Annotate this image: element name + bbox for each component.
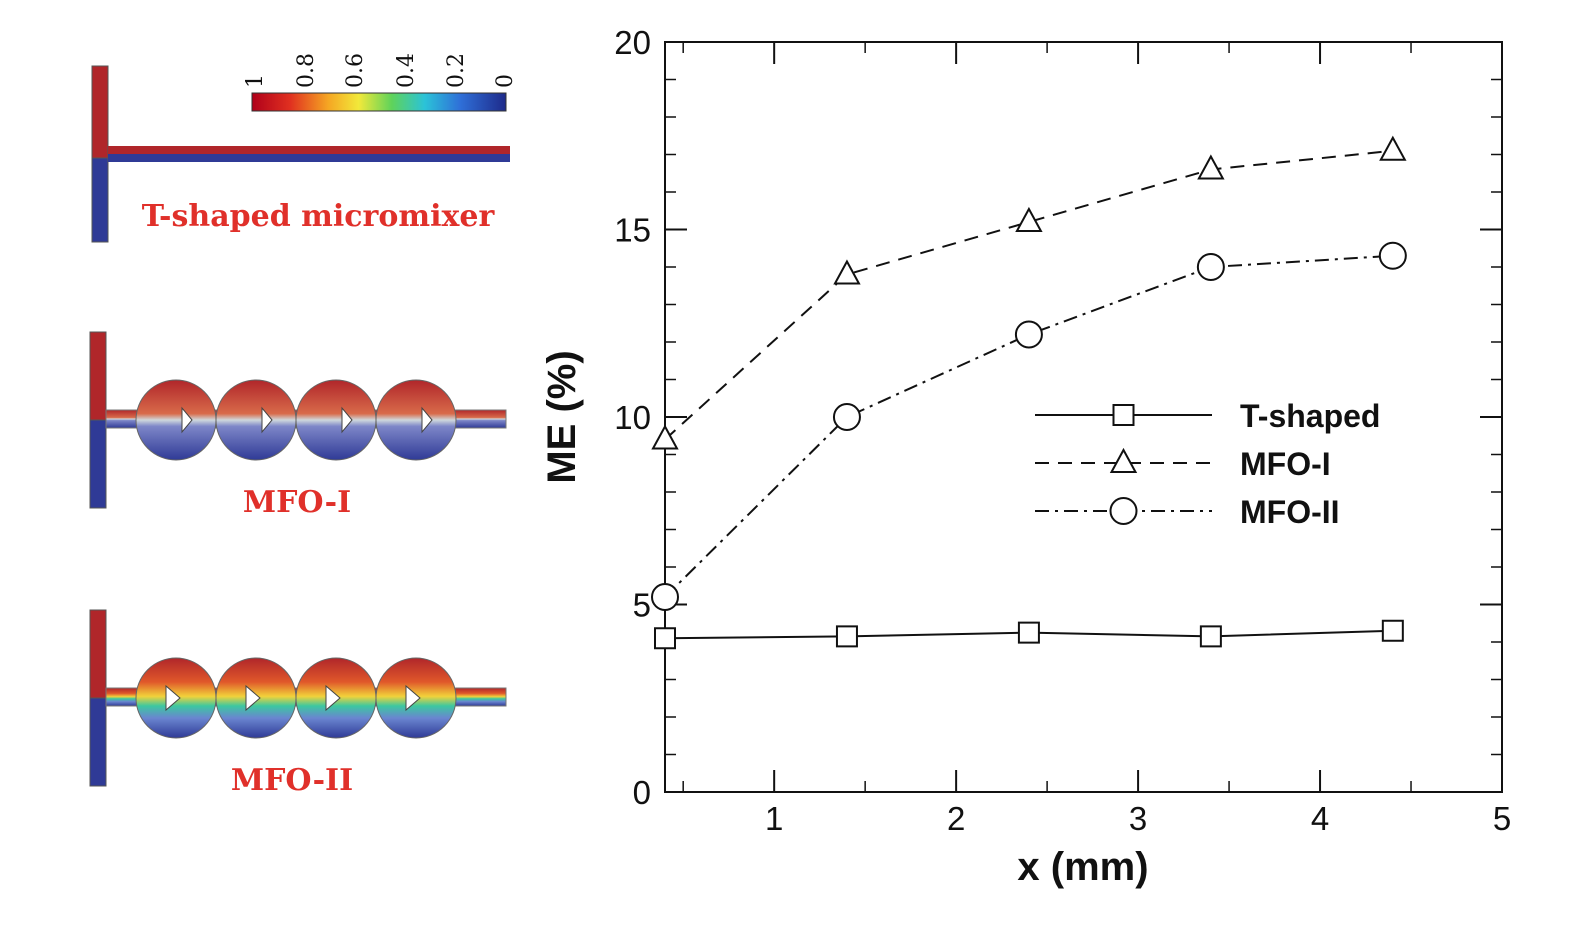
t-channel-top — [108, 146, 510, 154]
data-point-mfo-ii — [651, 583, 679, 611]
mfo2-obstacle — [325, 684, 341, 712]
y-axis-label: ME (%) — [540, 350, 584, 483]
x-tick-label: 2 — [947, 800, 965, 837]
colorbar-tick-0.8: 0.8 — [294, 53, 319, 88]
mfo1-chamber — [375, 379, 457, 461]
series-line-mfo-i — [664, 149, 1393, 441]
mfo2-label: MFO-II — [231, 763, 353, 798]
colorbar-ticks: 1 0.8 0.6 0.4 0.2 0 — [243, 53, 518, 88]
mfo1-chambers — [135, 379, 457, 461]
t-inlet-top — [91, 65, 109, 159]
mfo1-chamber — [295, 379, 377, 461]
mfo2-chambers — [135, 657, 457, 739]
y-tick-label: 5 — [633, 587, 651, 624]
panel-t-shaped: 1 0.8 0.6 0.4 0.2 0 T-shaped micromixer — [91, 53, 518, 243]
colorbar-tick-1: 1 — [243, 74, 268, 88]
y-tick-label: 10 — [614, 399, 651, 436]
t-channel-bottom — [108, 154, 510, 162]
colorbar — [251, 92, 507, 112]
data-point-mfo-ii — [1378, 241, 1407, 270]
mfo2-obstacle — [165, 684, 181, 712]
mfo1-obstacle — [421, 406, 433, 434]
mfo1-inlet-bottom — [89, 419, 107, 509]
y-tick-label: 0 — [633, 774, 651, 811]
mfo2-inlet-bottom — [89, 697, 107, 787]
data-point-mfo-i — [1015, 206, 1043, 232]
series-markers — [651, 135, 1407, 650]
panel-mfo-1: MFO-I — [89, 331, 507, 520]
data-point-mfo-ii — [832, 403, 861, 431]
colorbar-tick-0.6: 0.6 — [343, 53, 368, 88]
data-point-mfo-ii — [1196, 253, 1225, 281]
x-axis-ticks: 1 2 3 4 5 — [682, 42, 1511, 837]
mfo1-inlet-top — [89, 331, 107, 421]
t-inlet-bottom — [91, 157, 109, 243]
data-point-t-shaped — [835, 625, 858, 648]
legend: T-shaped MFO-I MFO-II — [1035, 398, 1380, 530]
legend-label-mfo-ii: MFO-II — [1240, 494, 1340, 530]
x-axis-label: x (mm) — [1017, 845, 1148, 889]
t-shaped-label: T-shaped micromixer — [142, 199, 496, 234]
legend-marker-mfo-i — [1109, 447, 1138, 473]
colorbar-tick-0.4: 0.4 — [394, 53, 419, 88]
data-point-t-shaped — [654, 627, 676, 650]
mfo2-inlet-top — [89, 609, 107, 699]
x-tick-label: 5 — [1493, 800, 1511, 837]
legend-label-mfo-i: MFO-I — [1240, 446, 1331, 482]
legend-marker-t-shaped — [1112, 404, 1135, 426]
chart: 1 2 3 4 5 0 5 10 15 20 x (mm) ME (%) T-shaped MFO… — [540, 24, 1511, 889]
data-point-mfo-i — [833, 259, 861, 285]
mfo1-obstacle — [341, 406, 353, 434]
data-point-t-shaped — [1381, 619, 1404, 642]
panel-mfo-2: MFO-II — [89, 609, 507, 798]
x-tick-label: 4 — [1311, 800, 1329, 837]
mfo2-obstacle — [405, 684, 421, 712]
x-tick-label: 1 — [765, 800, 783, 837]
data-point-t-shaped — [1017, 621, 1040, 644]
data-point-mfo-ii — [1014, 320, 1043, 349]
mfo1-label: MFO-I — [243, 485, 351, 520]
y-axis-ticks: 0 5 10 15 20 — [614, 24, 1502, 811]
legend-label-t-shaped: T-shaped — [1240, 398, 1380, 434]
mfo1-obstacle — [181, 406, 193, 434]
data-point-t-shaped — [1199, 625, 1222, 648]
data-point-mfo-i — [651, 424, 679, 450]
mfo1-chamber — [215, 379, 297, 461]
data-point-mfo-i — [1379, 135, 1407, 161]
colorbar-tick-0: 0 — [493, 74, 518, 88]
mfo1-obstacle — [261, 406, 273, 434]
colorbar-tick-0.2: 0.2 — [444, 53, 469, 88]
mfo2-obstacle — [245, 684, 261, 712]
legend-marker-mfo-ii — [1109, 497, 1138, 525]
data-point-mfo-i — [1197, 154, 1225, 180]
mfo1-chamber — [135, 379, 217, 461]
x-tick-label: 3 — [1129, 800, 1147, 837]
y-tick-label: 15 — [614, 212, 651, 249]
y-tick-label: 20 — [614, 24, 651, 61]
